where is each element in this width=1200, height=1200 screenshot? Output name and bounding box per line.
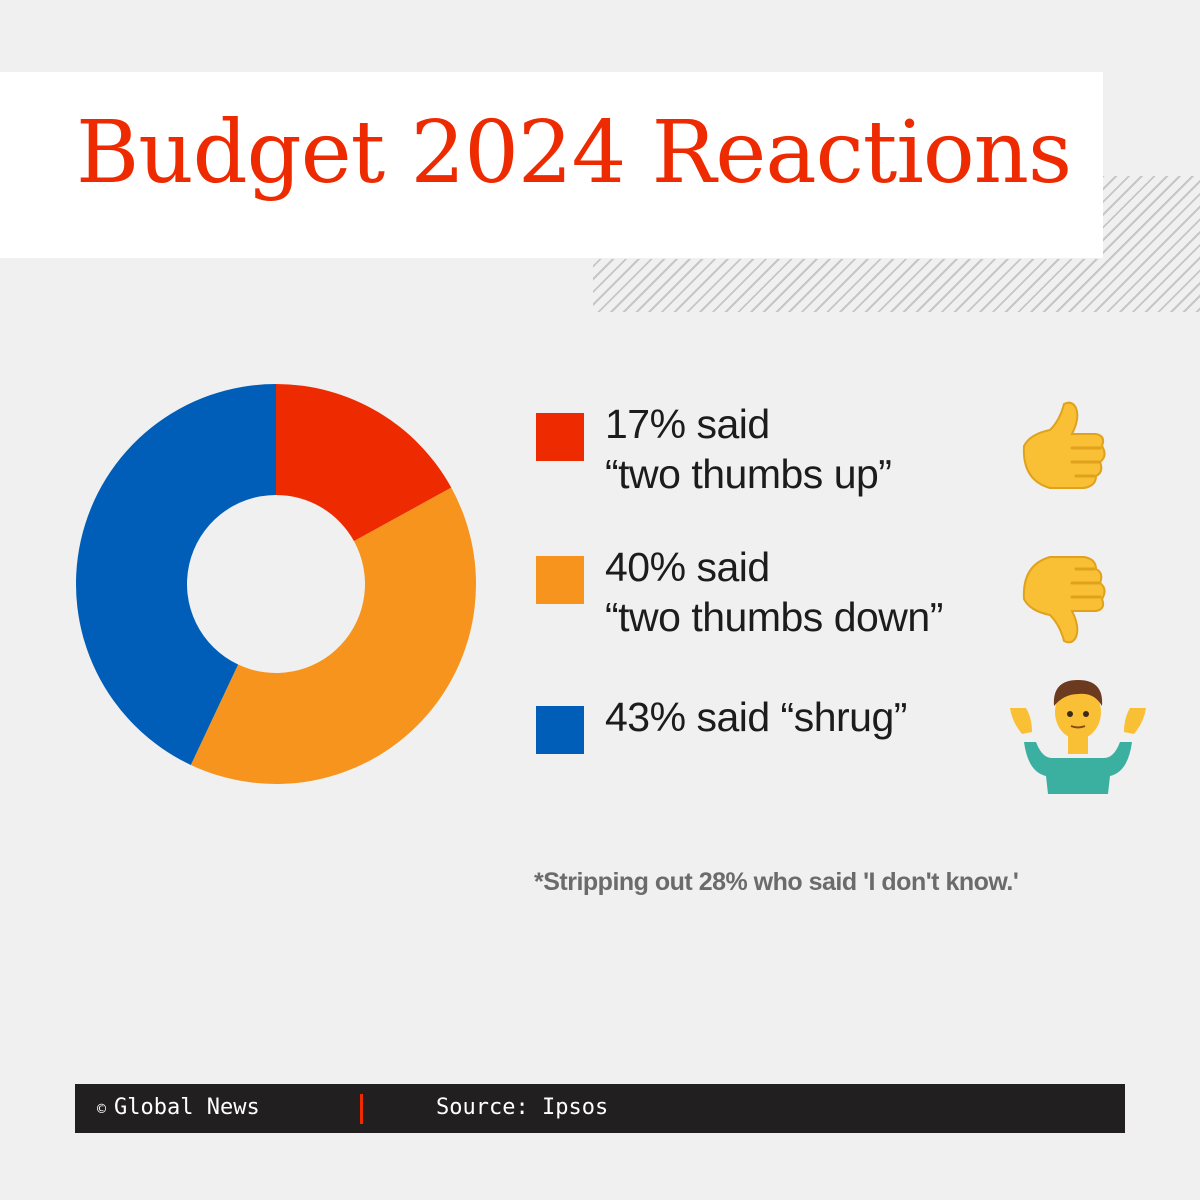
footer-credit: © Global News bbox=[97, 1095, 260, 1120]
donut-slice-shrug bbox=[75, 384, 276, 765]
legend-line-percent: 17% said bbox=[605, 401, 770, 447]
legend-swatch-thumbs-down bbox=[536, 556, 584, 604]
legend-line-percent: 43% said “shrug” bbox=[605, 694, 907, 740]
donut-slice-two-thumbs-up bbox=[276, 384, 452, 542]
legend-swatch-shrug bbox=[536, 706, 584, 754]
legend-label-shrug: 43% said “shrug” bbox=[605, 692, 907, 742]
copyright-icon: © bbox=[97, 1100, 107, 1118]
legend-line-quote: “two thumbs down” bbox=[605, 594, 943, 640]
footnote: *Stripping out 28% who said 'I don't kno… bbox=[534, 868, 1019, 896]
page-title: Budget 2024 Reactions bbox=[76, 103, 1072, 203]
legend-swatch-thumbs-up bbox=[536, 413, 584, 461]
thumbs-down-emoji-icon bbox=[1022, 556, 1106, 644]
title-band bbox=[0, 72, 1103, 258]
legend-line-quote: “two thumbs up” bbox=[605, 451, 892, 497]
footer-divider bbox=[360, 1094, 363, 1124]
person-shrugging-emoji-icon bbox=[1010, 680, 1146, 794]
source-credit: Source: Ipsos bbox=[436, 1095, 609, 1120]
donut-slice-two-thumbs-down bbox=[190, 487, 476, 784]
footer-bar: © Global News Source: Ipsos bbox=[75, 1084, 1125, 1133]
donut-chart bbox=[75, 384, 476, 784]
credit-text: Global News bbox=[114, 1095, 260, 1120]
legend-line-percent: 40% said bbox=[605, 544, 770, 590]
legend-label-thumbs-down: 40% said “two thumbs down” bbox=[605, 542, 943, 642]
legend-label-thumbs-up: 17% said “two thumbs up” bbox=[605, 399, 892, 499]
thumbs-up-emoji-icon bbox=[1022, 401, 1106, 489]
